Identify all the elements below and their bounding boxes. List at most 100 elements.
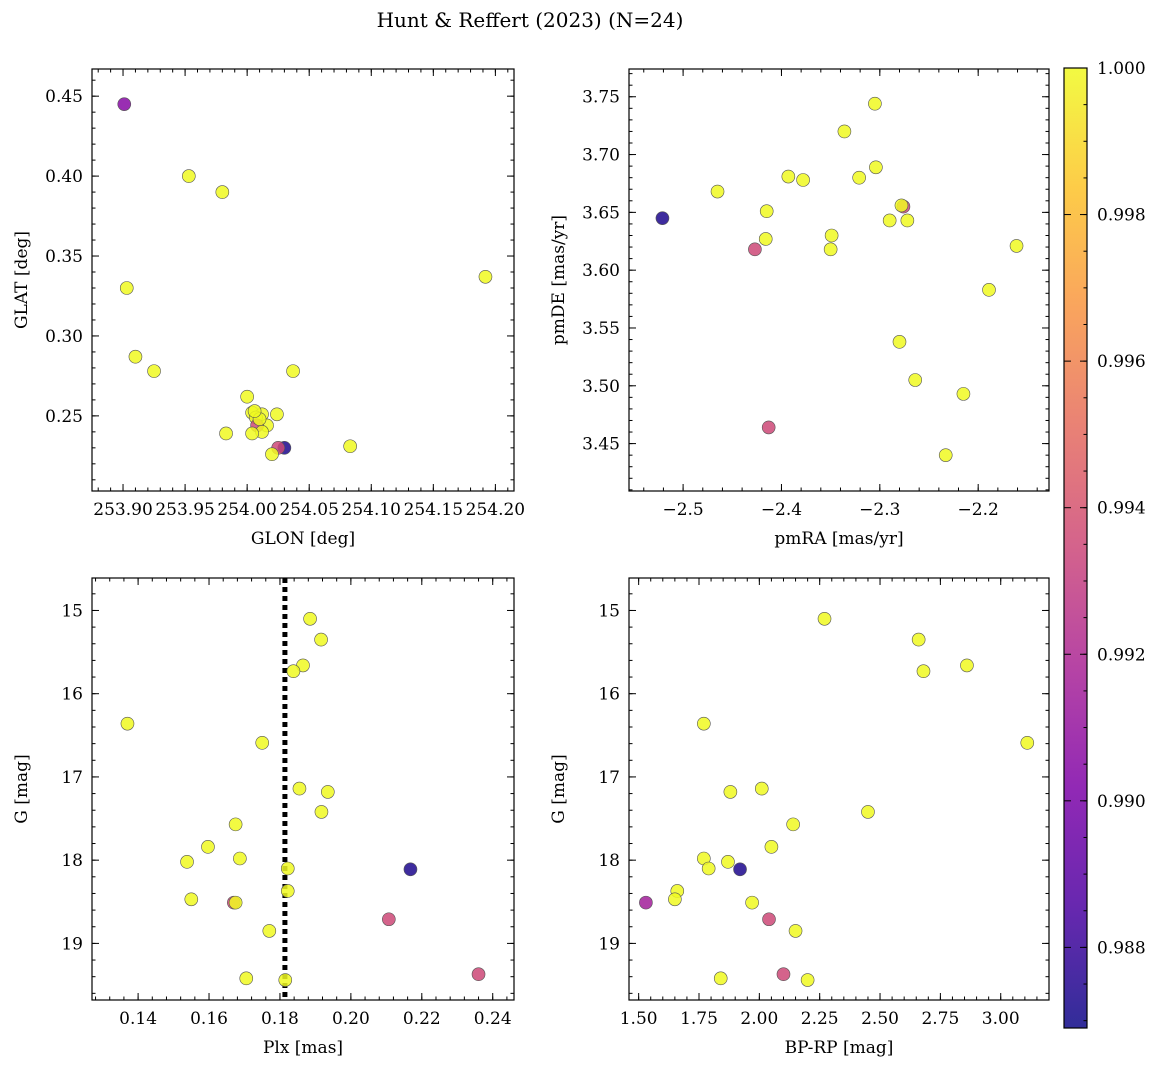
y-tick-label: 16: [61, 685, 83, 705]
data-point: [228, 817, 243, 832]
data-point: [861, 805, 875, 819]
x-tick-label: −2.3: [859, 500, 900, 520]
data-point: [796, 173, 810, 187]
data-point: [286, 664, 301, 679]
data-point: [343, 439, 357, 454]
data-point: [184, 892, 199, 907]
figure-title: Hunt & Reffert (2023) (N=24): [377, 8, 684, 32]
data-point: [956, 387, 971, 401]
colorbar-tick-label: 0.996: [1097, 352, 1146, 372]
data-point: [478, 270, 493, 284]
y-tick-label: 0.45: [45, 87, 83, 107]
y-tick-label: 16: [598, 685, 620, 705]
x-tick-label: −2.4: [761, 500, 802, 520]
data-point: [215, 185, 230, 199]
data-point: [201, 840, 215, 854]
data-point: [247, 404, 262, 418]
data-point: [837, 124, 852, 139]
data-point: [721, 855, 735, 869]
data-point: [697, 716, 711, 731]
data-point: [817, 611, 832, 626]
data-point: [960, 658, 974, 673]
data-point: [321, 785, 335, 799]
data-point: [788, 924, 803, 938]
axes-frame: [91, 68, 515, 492]
data-point: [723, 785, 738, 799]
data-point: [239, 971, 254, 986]
y-tick-label: 17: [598, 768, 620, 788]
y-tick-label: 3.70: [582, 146, 620, 166]
data-point: [911, 632, 926, 647]
data-point: [824, 228, 839, 243]
data-point: [265, 447, 279, 462]
data-point: [852, 170, 866, 185]
axes-frame: [628, 577, 1050, 1001]
data-point: [710, 184, 725, 199]
data-point: [180, 855, 194, 869]
x-axis-label: GLON [deg]: [251, 529, 355, 549]
data-point: [761, 420, 776, 435]
data-point: [781, 169, 796, 184]
x-tick-label: 0.20: [332, 1009, 370, 1029]
axes-frame: [628, 68, 1050, 492]
data-point: [403, 862, 418, 877]
data-point: [823, 242, 838, 257]
data-point: [382, 912, 396, 927]
colorbar-gradient: [1064, 68, 1087, 1028]
x-tick-label: 0.22: [403, 1009, 441, 1029]
y-tick-label: 15: [598, 601, 620, 621]
x-tick-label: 254.10: [342, 500, 401, 520]
data-point: [868, 96, 882, 111]
colorbar-tick-label: 0.992: [1097, 645, 1146, 665]
data-point: [800, 973, 815, 987]
x-tick-label: 1.75: [680, 1009, 718, 1029]
axes-frame: [91, 577, 515, 1001]
data-point: [1009, 239, 1024, 253]
data-point: [908, 373, 923, 387]
y-tick-label: 18: [598, 851, 620, 871]
y-tick-label: 17: [61, 768, 83, 788]
data-point: [120, 716, 135, 731]
data-point: [762, 912, 776, 927]
colorbar-tick-label: 0.994: [1097, 499, 1146, 519]
data-point: [900, 213, 915, 228]
data-point: [786, 817, 800, 832]
data-point: [314, 805, 329, 819]
x-tick-label: 3.00: [982, 1009, 1020, 1029]
data-point: [262, 924, 277, 938]
y-axis-label: pmDE [mas/yr]: [549, 215, 569, 345]
x-axis-label: BP-RP [mag]: [785, 1038, 894, 1058]
data-point: [147, 364, 161, 378]
data-point: [758, 232, 773, 246]
y-tick-label: 0.35: [45, 247, 83, 267]
data-point: [748, 242, 762, 257]
x-tick-label: 0.18: [261, 1009, 299, 1029]
data-point: [219, 426, 233, 441]
y-axis-label: G [mag]: [12, 754, 32, 823]
y-tick-label: 3.75: [582, 88, 620, 108]
data-point: [776, 967, 791, 981]
data-point: [916, 664, 931, 679]
y-tick-label: 3.55: [582, 319, 620, 339]
data-point: [655, 211, 670, 225]
x-tick-label: 2.25: [801, 1009, 839, 1029]
data-point: [245, 426, 259, 441]
y-tick-label: 18: [61, 851, 83, 871]
x-tick-label: 253.90: [93, 500, 152, 520]
x-tick-label: 0.24: [474, 1009, 512, 1029]
y-tick-label: 19: [598, 934, 620, 954]
panel-color-magnitude: 1.50 1.75 2.00 2.25 2.50 2.75 3.00 15 16 17 18 19 BP…: [549, 577, 1050, 1058]
x-tick-label: 254.05: [279, 500, 338, 520]
data-point: [228, 895, 243, 910]
data-point: [280, 884, 295, 898]
data-point: [764, 840, 779, 854]
data-point: [233, 851, 247, 866]
data-point: [128, 349, 143, 364]
y-tick-label: 19: [61, 934, 83, 954]
x-tick-label: 0.16: [190, 1009, 228, 1029]
x-axis-label: pmRA [mas/yr]: [774, 529, 903, 549]
data-point: [882, 213, 897, 228]
colorbar-tick-label: 0.998: [1097, 206, 1146, 226]
x-tick-label: −2.2: [958, 500, 999, 520]
